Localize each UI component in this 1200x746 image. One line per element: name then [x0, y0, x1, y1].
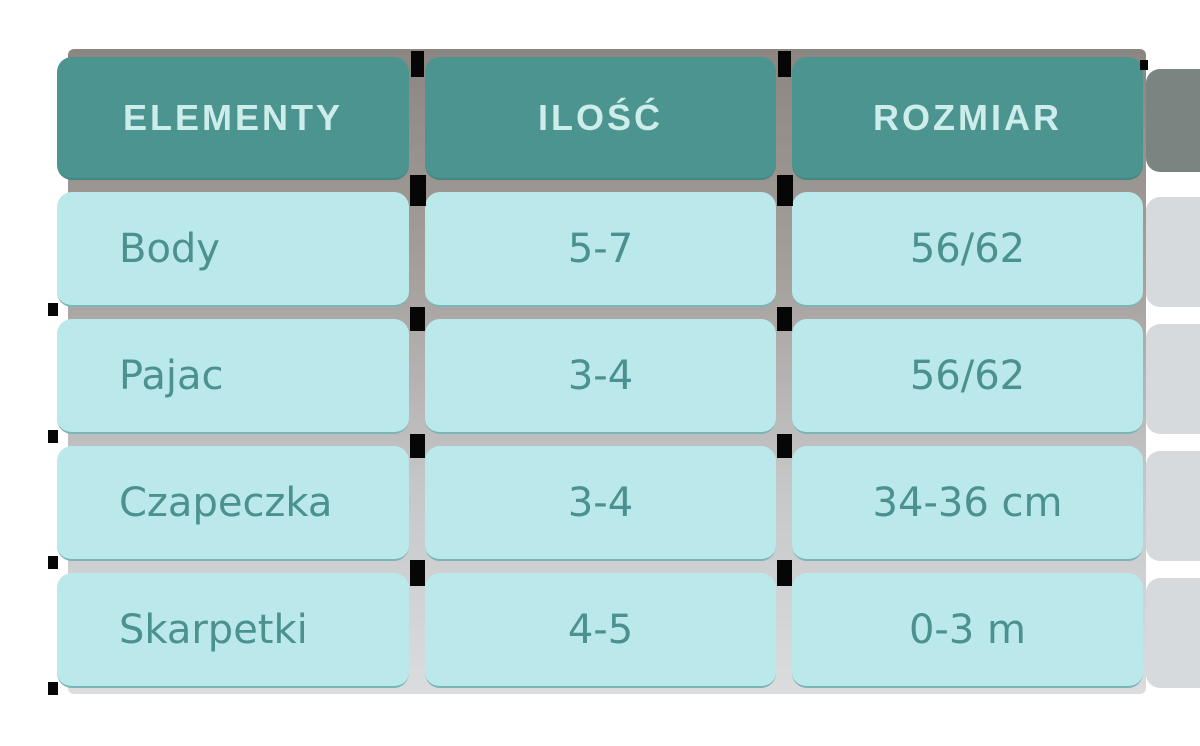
cell-text: Czapeczka [119, 479, 333, 526]
cell-text: Skarpetki [119, 606, 308, 653]
corner-artifact [777, 560, 792, 586]
corner-artifact [410, 560, 425, 586]
cell-text: 3-4 [567, 352, 634, 399]
corner-artifact [410, 175, 426, 206]
header-ilosc: ILOŚĆ [425, 57, 776, 180]
cut-column-cell [1146, 578, 1200, 688]
header-elementy: ELEMENTY [57, 57, 409, 180]
cell-text: Body [119, 225, 220, 272]
corner-artifact [48, 556, 58, 569]
cell-text: 0-3 m [908, 606, 1026, 653]
cell-size-czapeczka: 34-36 cm [792, 446, 1143, 561]
cut-column-cell [1146, 324, 1200, 434]
corner-artifact [1140, 60, 1148, 70]
cell-quantity-czapeczka: 3-4 [425, 446, 776, 561]
cell-element-pajac: Pajac [57, 319, 409, 434]
cell-text: Pajac [119, 352, 224, 399]
corner-artifact [48, 430, 58, 443]
cell-element-body: Body [57, 192, 409, 307]
cell-size-skarpetki: 0-3 m [792, 573, 1143, 688]
cut-column-header [1146, 69, 1200, 172]
header-label: ELEMENTY [122, 96, 343, 138]
cell-quantity-skarpetki: 4-5 [425, 573, 776, 688]
corner-artifact [777, 434, 792, 458]
corner-artifact [48, 682, 58, 695]
cell-text: 3-4 [567, 479, 634, 526]
cut-column-cell [1146, 197, 1200, 307]
corner-artifact [48, 303, 58, 316]
cell-element-skarpetki: Skarpetki [57, 573, 409, 688]
corner-artifact [411, 51, 424, 77]
cell-element-czapeczka: Czapeczka [57, 446, 409, 561]
cell-text: 4-5 [567, 606, 634, 653]
corner-artifact [410, 307, 425, 331]
cell-quantity-body: 5-7 [425, 192, 776, 307]
cell-quantity-pajac: 3-4 [425, 319, 776, 434]
cell-text: 34-36 cm [872, 479, 1063, 526]
cell-size-pajac: 56/62 [792, 319, 1143, 434]
header-label: ILOŚĆ [537, 96, 663, 138]
header-label: ROZMIAR [873, 96, 1062, 138]
corner-artifact [777, 307, 792, 331]
corner-artifact [778, 51, 791, 77]
corner-artifact [777, 175, 793, 206]
cell-text: 5-7 [567, 225, 634, 272]
cell-text: 56/62 [909, 225, 1026, 272]
cell-text: 56/62 [909, 352, 1026, 399]
layette-table: ELEMENTY ILOŚĆ ROZMIAR Body 5-7 56/62 Pa… [57, 57, 1143, 688]
cell-size-body: 56/62 [792, 192, 1143, 307]
cut-column-cell [1146, 451, 1200, 561]
header-rozmiar: ROZMIAR [792, 57, 1143, 180]
corner-artifact [410, 434, 425, 458]
